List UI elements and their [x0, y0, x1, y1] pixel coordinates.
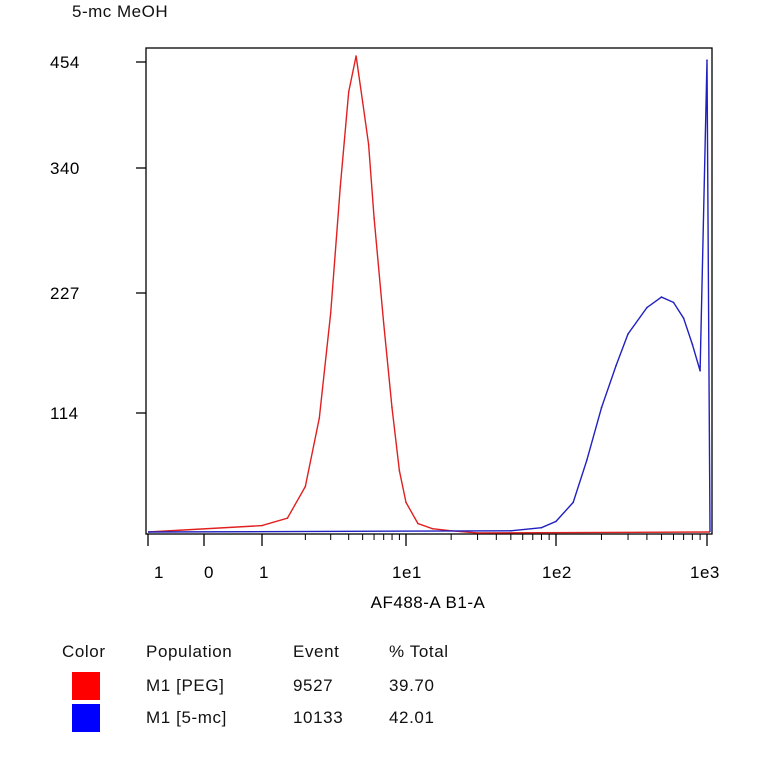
series-point — [706, 59, 708, 61]
series-point — [600, 406, 603, 409]
series-point — [699, 370, 701, 372]
series-point — [672, 301, 675, 304]
x-tick-label: 0 — [204, 563, 214, 582]
x-tick-label: 1 — [259, 563, 269, 582]
series-point — [329, 312, 332, 314]
series-point — [660, 296, 663, 298]
x-tick-label: 1e1 — [392, 563, 422, 582]
legend-row: M1 [5-mc] 10133 42.01 — [60, 704, 520, 732]
legend-population: M1 [PEG] — [146, 676, 225, 695]
series-point — [361, 101, 364, 104]
x-tick-label: 1e3 — [690, 563, 720, 582]
series-point — [286, 517, 289, 519]
legend-header-color: Color — [62, 642, 106, 661]
series-point — [431, 527, 434, 530]
legend-event: 9527 — [293, 676, 334, 695]
series-point — [586, 459, 588, 462]
series-point — [540, 526, 543, 529]
legend-event: 10133 — [293, 708, 344, 727]
y-tick-label: 340 — [50, 159, 80, 178]
x-axis: 1 0 1 1e1 1e2 1e3 — [147, 534, 720, 582]
series-point — [572, 501, 574, 504]
x-tick-label: 1 — [154, 563, 164, 582]
series-point — [318, 417, 321, 420]
series-line — [147, 55, 711, 534]
series-point — [367, 143, 370, 146]
histogram-chart: 454 340 227 114 1 0 1 1e1 1e2 1e3 AF488-A B1-A — [50, 47, 720, 612]
y-tick-label: 454 — [50, 53, 80, 72]
legend-header-row: Color Population Event % Total — [60, 642, 520, 670]
chart-title: 5-mc MeOH — [72, 2, 169, 21]
y-tick-label: 227 — [50, 284, 80, 303]
series-point — [555, 520, 557, 523]
series-point — [691, 343, 694, 346]
series-point — [405, 501, 407, 504]
legend-row: M1 [PEG] 9527 39.70 — [60, 672, 520, 700]
legend-header-event: Event — [293, 642, 340, 661]
plot-frame — [145, 47, 713, 535]
series-point — [682, 317, 685, 320]
series-point — [339, 185, 342, 188]
series-layer — [147, 55, 711, 534]
series-point — [646, 306, 648, 309]
y-tick-label: 114 — [50, 404, 79, 423]
series-line — [147, 60, 711, 533]
series-point — [261, 524, 263, 527]
series-point — [382, 322, 385, 325]
legend-header-population: Population — [146, 642, 233, 661]
series-point — [347, 91, 350, 93]
legend-total: 39.70 — [389, 676, 435, 695]
series-point — [510, 530, 512, 532]
legend-population: M1 [5-mc] — [146, 708, 227, 727]
legend-swatch — [72, 672, 100, 700]
series-point — [398, 470, 401, 472]
series-point — [391, 406, 393, 409]
y-axis: 454 340 227 114 — [50, 53, 146, 423]
series-point — [417, 522, 419, 525]
x-axis-label: AF488-A B1-A — [371, 593, 486, 612]
series-point — [304, 485, 307, 488]
series-point — [355, 55, 357, 57]
x-tick-label: 1e2 — [542, 563, 572, 582]
series-point — [615, 364, 617, 367]
legend-total: 42.01 — [389, 708, 435, 727]
legend-header-total: % Total — [389, 642, 449, 661]
series-point — [627, 333, 629, 335]
legend-swatch — [72, 704, 100, 732]
series-point — [373, 217, 375, 219]
series-point — [476, 532, 479, 534]
